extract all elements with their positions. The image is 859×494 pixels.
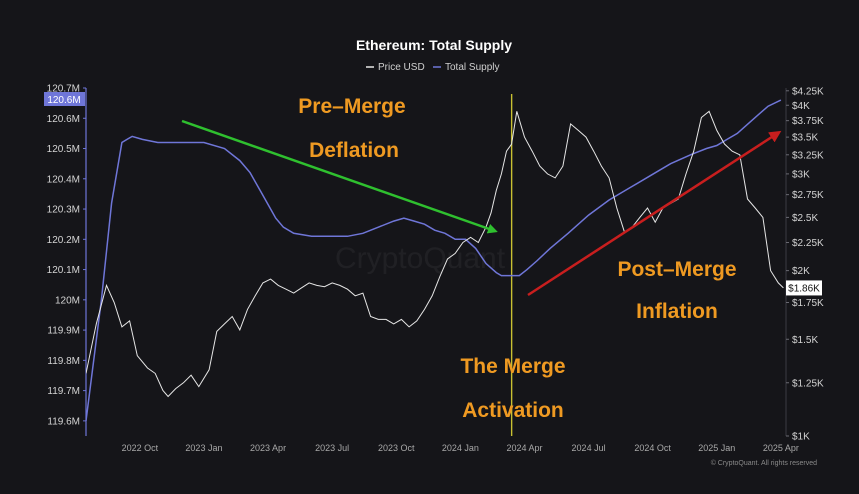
y-left-tick-label: 120.5M: [47, 144, 80, 155]
y-right-tick-label: $2K: [792, 266, 810, 277]
y-right-tick-label: $3K: [792, 169, 810, 180]
watermark: CryptoQuant: [335, 242, 506, 275]
x-tick-label: 2024 Oct: [634, 443, 671, 453]
y-right-tick-label: $3.75K: [792, 116, 824, 127]
y-left-tick-label: 119.9M: [47, 326, 80, 337]
y-right-tick-label: $1K: [792, 432, 810, 443]
y-left-tick-label: 120.1M: [47, 265, 80, 276]
y-right-tick-label: $1.75K: [792, 298, 824, 309]
y-right-tick-label: $4.25K: [792, 86, 824, 97]
deflation-arrow: [181, 119, 498, 234]
y-left-axis: 120.7M120.6M120.5M120.4M120.3M120.2M120.…: [47, 84, 86, 427]
y-left-tick-label: 120.2M: [47, 235, 80, 246]
y-right-tick-label: $3.5K: [792, 133, 818, 144]
x-axis: 2022 Oct 2023 Jan 2023 Apr 2023 Jul 2023 Oct…: [122, 443, 799, 453]
x-tick-label: 2023 Jul: [315, 443, 349, 453]
y-right-axis: $4.25K $4K $3.75K $3.5K $3.25K $3K $2.75K $2.5K…: [786, 86, 824, 443]
y-left-tick-label: 119.6M: [47, 416, 80, 427]
y-left-tick-label: 120.7M: [47, 84, 80, 95]
y-left-tick-label: 120.6M: [47, 114, 80, 125]
x-tick-label: 2022 Oct: [122, 443, 159, 453]
x-tick-label: 2025 Jan: [698, 443, 735, 453]
x-tick-label: 2023 Oct: [378, 443, 415, 453]
y-left-tick-label: 119.7M: [47, 386, 80, 397]
chart-title: Ethereum: Total Supply: [356, 37, 512, 53]
x-tick-label: 2024 Jul: [572, 443, 606, 453]
right-current-badge-label: $1.86K: [788, 283, 820, 294]
y-right-tick-label: $1.5K: [792, 335, 818, 346]
annotation-pre-merge-line1: Pre–Merge: [298, 95, 405, 118]
y-right-tick-label: $4K: [792, 101, 810, 112]
inflation-arrow: [527, 130, 782, 297]
x-tick-label: 2023 Apr: [250, 443, 286, 453]
annotation-post-merge-line2: Inflation: [636, 300, 718, 323]
y-right-tick-label: $2.5K: [792, 213, 818, 224]
legend-label-price: Price USD: [378, 62, 425, 73]
right-current-badge: $1.86K: [786, 280, 822, 296]
x-tick-label: 2025 Apr: [763, 443, 799, 453]
y-right-tick-label: $2.25K: [792, 238, 824, 249]
annotation-pre-merge-line2: Deflation: [309, 139, 399, 162]
annotation-post-merge-line1: Post–Merge: [617, 258, 736, 281]
y-left-tick-label: 120M: [55, 295, 80, 306]
legend-label-supply: Total Supply: [445, 62, 499, 73]
y-right-tick-label: $2.75K: [792, 190, 824, 201]
y-left-tick-label: 120.4M: [47, 174, 80, 185]
legend: Price USD Total Supply: [366, 62, 499, 73]
left-current-badge-label: 120.6M: [47, 95, 80, 106]
annotation-merge-line1: The Merge: [460, 355, 565, 378]
x-tick-label: 2023 Jan: [185, 443, 222, 453]
series-line-total-supply: [86, 99, 782, 421]
annotation-merge-line2: Activation: [462, 399, 564, 422]
y-left-tick-label: 119.8M: [47, 356, 80, 367]
y-right-tick-label: $3.25K: [792, 150, 824, 161]
x-tick-label: 2024 Jan: [442, 443, 479, 453]
left-current-badge: 120.6M: [44, 92, 85, 106]
y-left-tick-label: 120.3M: [47, 205, 80, 216]
copyright-credit: © CryptoQuant. All rights reserved: [711, 459, 817, 467]
y-right-tick-label: $1.25K: [792, 378, 824, 389]
x-tick-label: 2024 Apr: [506, 443, 542, 453]
